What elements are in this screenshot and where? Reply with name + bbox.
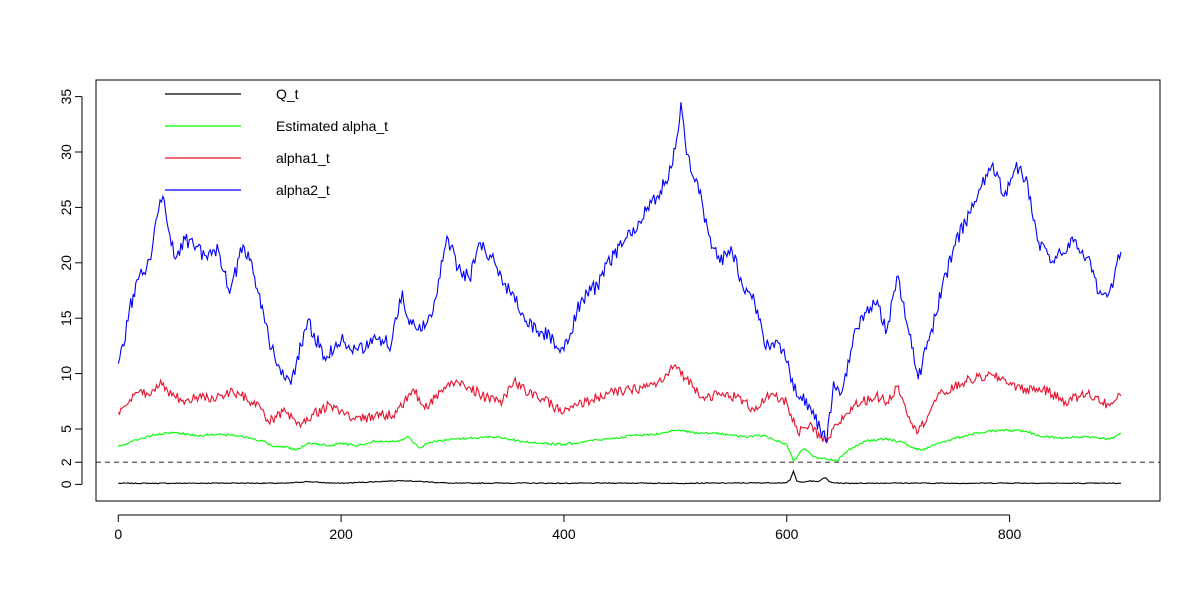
y-tick-label: 25 xyxy=(58,199,74,215)
y-tick-label: 30 xyxy=(58,144,74,160)
legend-entry-label: alpha2_t xyxy=(276,182,330,198)
series-line-q-t xyxy=(118,469,1122,485)
plot-frame xyxy=(95,79,1161,502)
y-tick-label: 5 xyxy=(58,425,74,433)
series-line-estimated-alpha-t xyxy=(117,428,1122,463)
x-tick-label: 800 xyxy=(998,526,1022,542)
legend-entry-label: alpha1_t xyxy=(276,150,330,166)
series-line-alpha1-t xyxy=(117,363,1122,445)
series-layer xyxy=(117,102,1122,485)
legend-entry-label: Q_t xyxy=(276,86,299,102)
x-tick-label: 400 xyxy=(552,526,576,542)
y-tick-label: 10 xyxy=(58,366,74,382)
legend-entry-label: Estimated alpha_t xyxy=(276,118,388,134)
y-tick-label: 2 xyxy=(58,458,74,466)
y-tick-label: 35 xyxy=(58,89,74,105)
y-tick-label: 20 xyxy=(58,255,74,271)
y-tick-label: 15 xyxy=(58,310,74,326)
x-tick-label: 600 xyxy=(775,526,799,542)
y-tick-label: 0 xyxy=(58,480,74,488)
series-line-alpha2-t xyxy=(117,102,1122,444)
x-axis: 0 200 400 600 800 xyxy=(114,514,1022,542)
x-tick-label: 200 xyxy=(329,526,353,542)
legend: Q_t Estimated alpha_t alpha1_t alpha2_t xyxy=(165,86,388,198)
x-tick-label: 0 xyxy=(114,526,122,542)
